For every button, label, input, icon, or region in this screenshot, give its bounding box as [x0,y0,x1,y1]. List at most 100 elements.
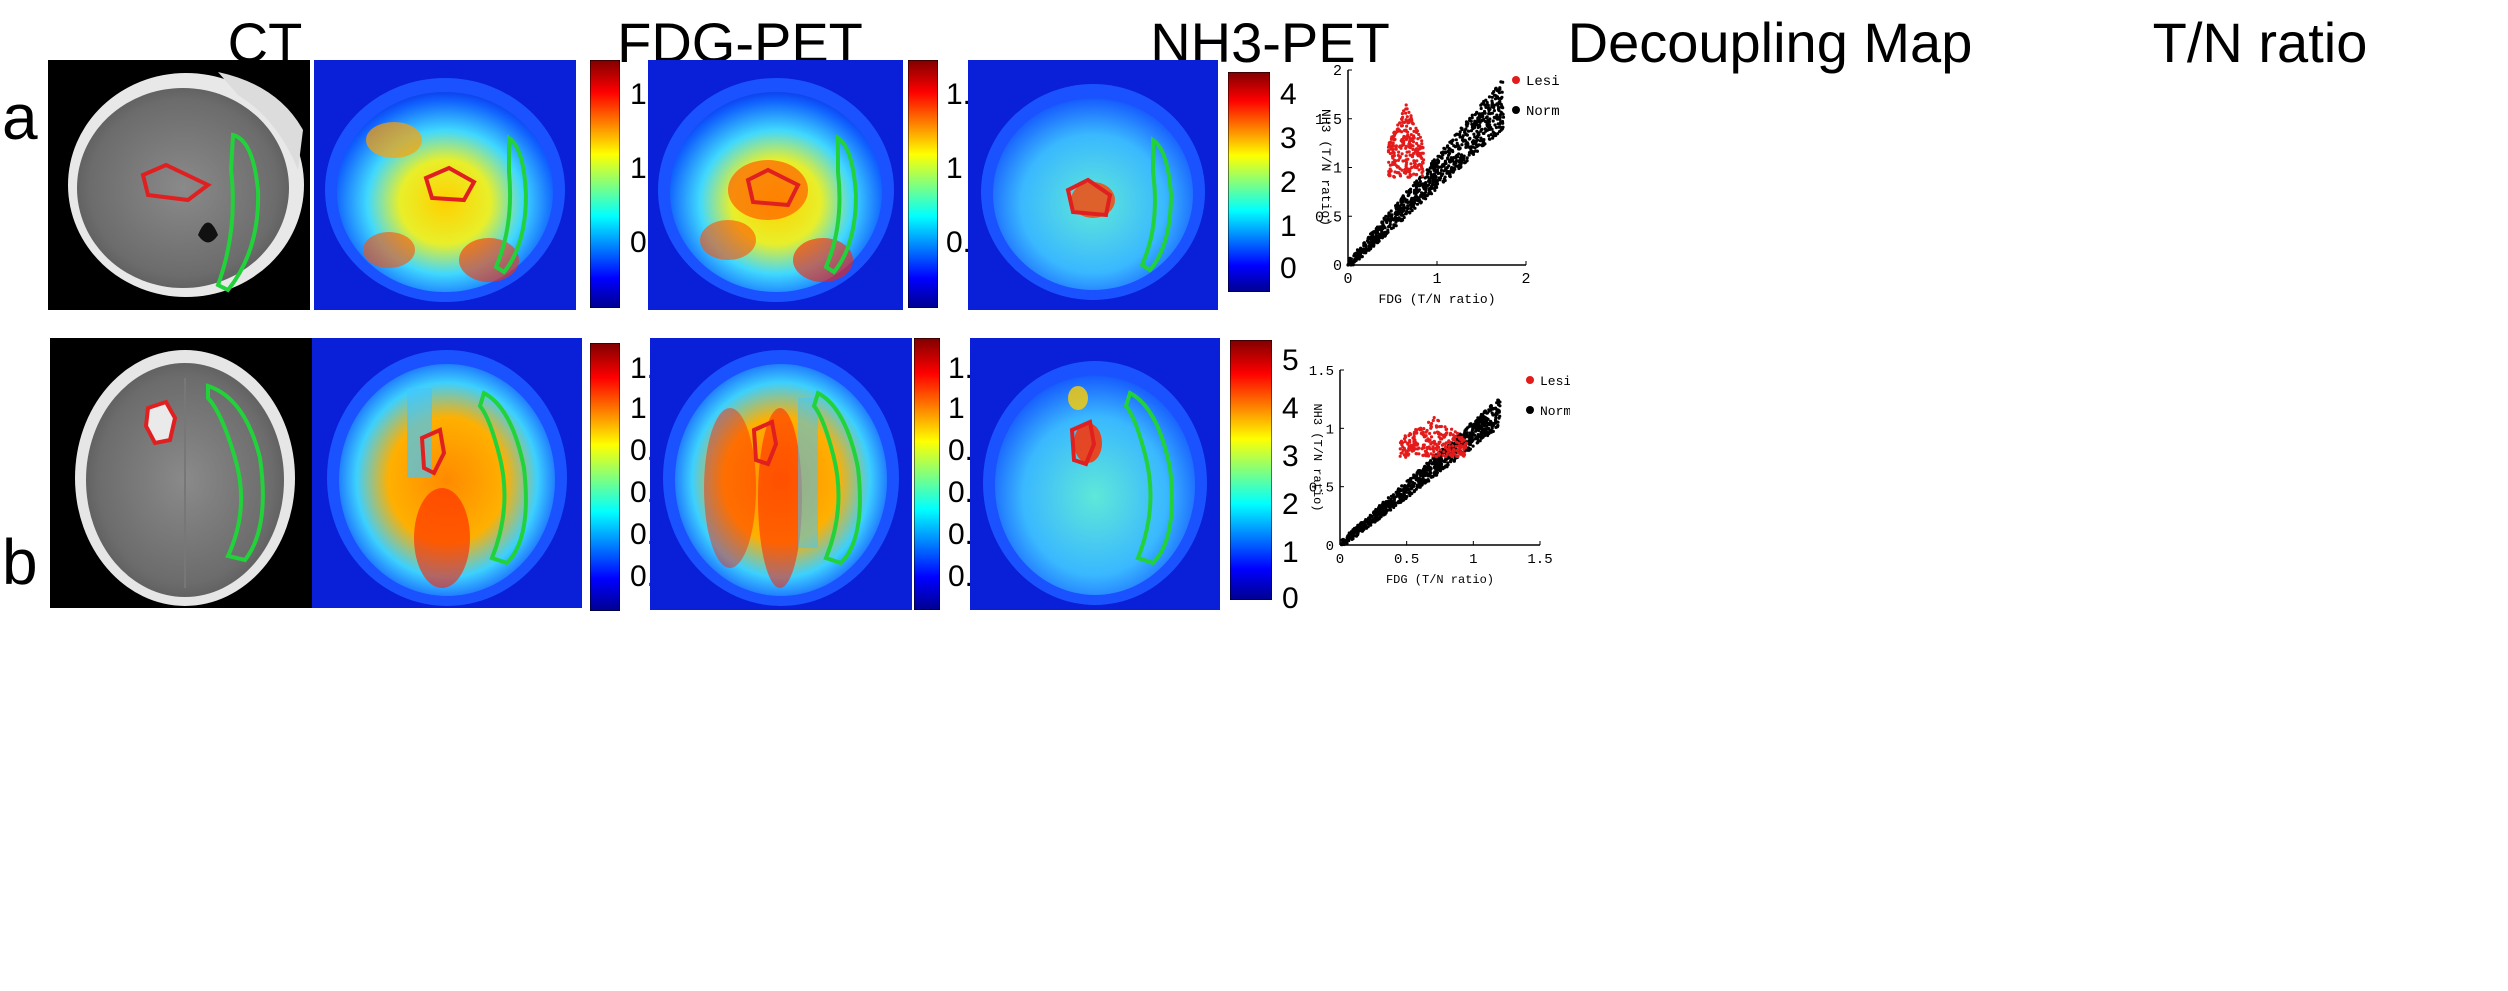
data-point [1474,436,1478,440]
data-point [1457,147,1461,151]
data-point [1495,113,1499,117]
data-point [1371,518,1375,522]
data-point [1483,103,1487,107]
data-point [1342,538,1346,542]
data-point [1381,231,1385,235]
data-point [1410,449,1414,453]
data-point [1415,152,1419,156]
data-point [1424,183,1428,188]
data-point [1449,156,1453,160]
data-point [1431,176,1435,180]
data-point [1468,435,1472,439]
data-point [1393,162,1397,166]
data-point [1412,161,1416,165]
data-point [1474,149,1478,153]
data-point [1441,180,1446,184]
data-point [1468,117,1472,121]
data-point [1464,127,1468,131]
data-point [1415,147,1419,151]
data-point [1420,482,1424,486]
data-point [1498,113,1502,117]
data-point [1400,451,1404,455]
data-point [1429,172,1433,176]
data-point [1442,465,1446,469]
data-point [1440,443,1444,447]
colorbar-tick: 2 [1280,166,1297,199]
data-point [1402,120,1407,124]
data-point [1493,132,1497,136]
data-point [1463,138,1467,142]
data-point [1404,488,1408,492]
data-point [1393,211,1397,215]
data-point [1412,443,1416,447]
data-point [1493,123,1497,127]
data-point [1442,164,1446,168]
data-point [1483,421,1487,425]
data-point [1398,121,1402,125]
data-point [1406,157,1410,161]
data-point [1415,472,1419,476]
data-point [1392,505,1396,510]
data-point [1490,111,1494,115]
data-point [1402,488,1406,492]
data-point [1487,95,1492,99]
data-point [1442,435,1446,439]
data-point [1448,172,1452,176]
data-point [1442,450,1446,454]
data-point [1412,489,1416,493]
data-point [1406,194,1410,198]
data-point [1400,484,1404,488]
data-point [1462,447,1466,451]
data-point [1487,423,1491,427]
data-point [1388,504,1392,508]
colorbar-tick: 1 [946,152,963,185]
data-point [1361,247,1365,251]
data-point [1433,470,1437,474]
data-point [1412,129,1416,133]
data-point [1422,196,1427,200]
data-point [1411,153,1415,157]
data-point [1459,156,1463,160]
data-point [1464,145,1468,149]
data-point [1420,156,1424,160]
data-point [1404,163,1408,167]
data-point [1443,446,1448,450]
colorbar-b-fdg [589,342,621,612]
data-point [1486,103,1490,107]
data-point [1398,156,1402,160]
data-point [1487,112,1491,116]
data-point [1497,125,1501,129]
data-point [1463,130,1467,134]
data-point [1473,119,1477,123]
data-point [1415,428,1419,432]
data-point [1490,95,1494,99]
data-point [1356,523,1360,527]
data-point [1490,104,1494,108]
data-point [1400,140,1405,144]
data-point [1428,177,1432,182]
data-point [1432,172,1437,176]
data-point [1432,416,1436,420]
data-point [1439,168,1444,172]
data-point [1436,419,1441,423]
data-point [1386,150,1391,154]
data-point [1370,231,1374,235]
data-point [1425,468,1429,472]
data-point [1487,134,1491,138]
data-point [1473,146,1477,150]
data-point [1501,115,1506,119]
data-point [1434,424,1438,428]
data-point [1419,431,1423,435]
data-point [1417,188,1421,192]
x-axis-label: FDG (T/N ratio) [1386,573,1494,587]
data-point [1412,430,1416,434]
data-point [1397,129,1401,133]
series-lesion [1386,103,1426,179]
data-point [1429,192,1434,196]
normal-roi [215,132,261,293]
data-point [1444,457,1449,461]
data-point [1453,430,1457,434]
data-point [1440,457,1444,461]
data-point [1470,113,1474,117]
data-point [1427,420,1431,424]
